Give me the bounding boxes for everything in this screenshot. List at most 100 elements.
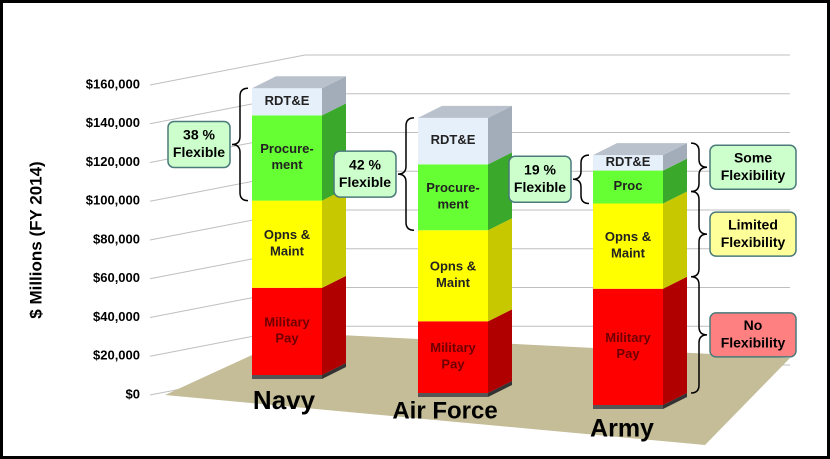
brace (690, 190, 708, 278)
segment-label: Opns & Maint (605, 229, 651, 260)
segment-label-line: ment (437, 197, 469, 212)
segment-label: Proc (614, 178, 643, 193)
bar (252, 115, 322, 201)
y-tick-label: $100,000 (86, 193, 140, 208)
tier-note-box (709, 211, 797, 257)
flex-note-line: Flexible (514, 179, 566, 195)
flex-note-line: Flexible (339, 174, 391, 190)
tier-note: No Flexibility (721, 317, 786, 351)
grid-line (149, 54, 790, 86)
bar (593, 203, 663, 289)
y-tick-label: $0 (126, 386, 140, 401)
bar-base-side (663, 393, 687, 409)
bar (252, 88, 322, 116)
flex-note-box (333, 150, 397, 198)
flex-note: 19 % Flexible (514, 161, 566, 195)
segment-label: Procure-ment (426, 181, 479, 212)
tier-note-box (709, 144, 797, 191)
segment-label-line: Military (605, 330, 651, 345)
segment-label-line: Military (264, 315, 310, 330)
bar-side (488, 309, 512, 393)
tier-note-line: Some (734, 149, 772, 165)
segment-label-line: ment (271, 158, 303, 173)
segment-label-line: RDT&E (606, 154, 651, 169)
bar (418, 230, 488, 322)
flex-note-line: 19 % (524, 161, 556, 177)
segment-label: RDT&E (431, 133, 476, 148)
bar (593, 170, 663, 204)
flex-note-box (508, 155, 572, 204)
segment-label-line: Pay (616, 346, 640, 361)
segment-label-line: Opns & (264, 228, 310, 243)
brace (690, 142, 708, 193)
tier-note-box (709, 312, 797, 358)
segment-label: RDT&E (606, 154, 651, 169)
brace (572, 154, 590, 205)
flex-note-line: 38 % (183, 126, 215, 142)
flex-note: 42 % Flexible (339, 156, 391, 190)
segment-label-line: Pay (441, 357, 465, 372)
bar-side (488, 218, 512, 322)
segment-label-line: RDT&E (431, 133, 476, 148)
segment-label-line: Military (430, 340, 476, 355)
flex-note: 38 % Flexible (173, 126, 225, 160)
segment-label-line: Maint (436, 275, 471, 290)
y-tick-label: $20,000 (93, 348, 140, 363)
bar-top (418, 105, 512, 118)
y-tick-label: $140,000 (86, 115, 140, 130)
x-tick-label: Air Force (392, 397, 497, 424)
bar-side (322, 188, 346, 288)
bar-side (663, 191, 687, 289)
segment-label-line: Pay (275, 331, 299, 346)
bar-side (488, 152, 512, 231)
tier-note: Some Flexibility (721, 149, 786, 183)
y-axis-title: $ Millions (FY 2014) (26, 161, 45, 318)
segment-label-line: Procure- (426, 181, 479, 196)
bar-base (593, 405, 663, 409)
tier-note-line: Flexibility (721, 234, 786, 250)
segment-label: Military Pay (605, 330, 651, 361)
bar (252, 200, 322, 288)
x-tick-label: Navy (253, 385, 316, 415)
y-tick-label: $160,000 (86, 76, 140, 91)
segment-label: Military Pay (430, 340, 476, 371)
tier-note-line: Flexibility (721, 334, 786, 350)
bar-side (488, 105, 512, 165)
flex-note-box (167, 120, 231, 169)
segment-label: Military Pay (264, 315, 310, 346)
brace (690, 276, 708, 394)
bar-side (663, 143, 687, 171)
x-tick-label: Army (590, 415, 654, 443)
bar-side (663, 158, 687, 204)
y-tick-label: $120,000 (86, 154, 140, 169)
y-tick-label: $60,000 (93, 270, 140, 285)
flex-note-line: 42 % (349, 156, 381, 172)
segment-label-line: Opns & (430, 259, 476, 274)
flex-note-line: Flexible (173, 144, 225, 160)
segment-label-line: Opns & (605, 229, 651, 244)
bar (593, 155, 663, 171)
bar-base (418, 393, 488, 397)
bar-top (593, 143, 687, 156)
segment-label: Opns & Maint (264, 228, 310, 259)
segment-label-line: Maint (611, 246, 646, 261)
segment-label-line: RDT&E (265, 93, 310, 108)
y-tick-label: $40,000 (93, 309, 140, 324)
segment-label-line: Proc (614, 178, 643, 193)
tier-note-line: Flexibility (721, 167, 786, 183)
bar-side (663, 276, 687, 405)
tier-note-line: No (744, 317, 763, 333)
segment-label: RDT&E (265, 93, 310, 108)
bar-base-side (322, 363, 346, 379)
brace (397, 117, 415, 231)
tier-note: Limited Flexibility (721, 216, 786, 250)
bar (593, 288, 663, 405)
bar-base-side (488, 381, 512, 397)
bar (418, 321, 488, 393)
bar-base (252, 375, 322, 379)
bar-side (322, 76, 346, 116)
segment-label: Procure-ment (260, 141, 313, 172)
y-tick-label: $80,000 (93, 231, 140, 246)
segment-label-line: Maint (270, 244, 305, 259)
